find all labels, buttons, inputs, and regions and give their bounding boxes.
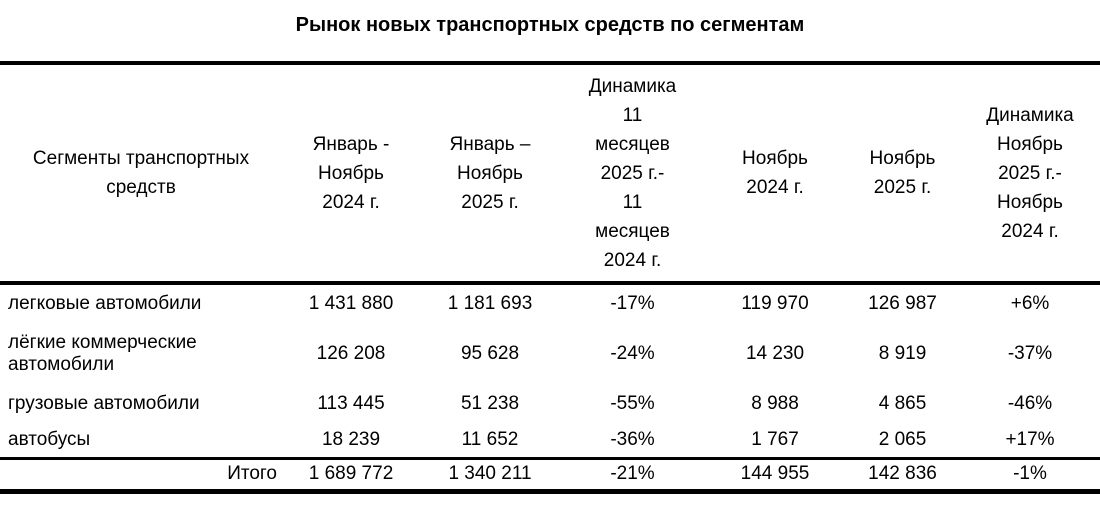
value-cell: 11 652 bbox=[461, 428, 519, 450]
col-header-segments: Сегменты транспортных средств bbox=[0, 63, 282, 285]
segment-name-cell: автобусы bbox=[8, 428, 91, 450]
value-cell: 113 445 bbox=[317, 393, 385, 414]
col-header-nov-2024: Ноябрь 2024 г. bbox=[705, 63, 845, 285]
value-cell: 1 181 693 bbox=[447, 293, 533, 314]
value-cell: 18 239 bbox=[321, 428, 381, 450]
value-cell: -46% bbox=[1007, 393, 1053, 414]
value-cell: 14 230 bbox=[745, 343, 805, 364]
value-cell: -24% bbox=[610, 343, 655, 364]
total-value-cell: 142 836 bbox=[845, 456, 960, 494]
value-cell: -37% bbox=[1007, 343, 1053, 364]
value-cell: 8 919 bbox=[878, 343, 927, 364]
header-row: Сегменты транспортных средств Январь - Н… bbox=[0, 63, 1100, 285]
segment-name-cell: грузовые автомобили bbox=[8, 393, 200, 414]
value-cell: 95 628 bbox=[460, 343, 520, 364]
value-cell: 4 865 bbox=[878, 393, 927, 414]
total-value-cell: 1 340 211 bbox=[420, 456, 560, 494]
value-cell: 8 988 bbox=[751, 393, 799, 414]
total-row: Итого 1 689 772 1 340 211 -21% 144 955 1… bbox=[0, 456, 1100, 494]
total-value-cell: 1 689 772 bbox=[282, 456, 420, 494]
col-header-jan-nov-2025: Январь – Ноябрь 2025 г. bbox=[420, 63, 560, 285]
table-row-buses: автобусы 18 239 11 652 -36% 1 767 2 065 … bbox=[0, 423, 1100, 458]
total-value-cell: -1% bbox=[960, 456, 1100, 494]
value-cell: 51 238 bbox=[460, 393, 520, 414]
col-header-dynamics-november: Динамика Ноябрь 2025 г.- Ноябрь 2024 г. bbox=[960, 63, 1100, 285]
value-cell: -36% bbox=[610, 428, 655, 450]
total-value-cell: -21% bbox=[560, 456, 705, 494]
page-title: Рынок новых транспортных средств по сегм… bbox=[295, 14, 805, 36]
table-row-trucks: грузовые автомобили 113 445 51 238 -55% … bbox=[0, 385, 1100, 423]
value-cell: 2 065 bbox=[878, 428, 927, 450]
total-value-cell: 144 955 bbox=[705, 456, 845, 494]
segment-name-cell: лёгкие коммерческие автомобили bbox=[8, 332, 197, 375]
value-cell: 1 431 880 bbox=[308, 293, 394, 314]
value-cell: +17% bbox=[1005, 428, 1055, 450]
value-cell: 119 970 bbox=[741, 293, 809, 314]
value-cell: 126 208 bbox=[316, 343, 386, 364]
col-header-jan-nov-2024: Январь - Ноябрь 2024 г. bbox=[282, 63, 420, 285]
value-cell: -17% bbox=[610, 293, 655, 314]
vehicle-segments-table: Сегменты транспортных средств Январь - Н… bbox=[0, 61, 1100, 494]
table-row-passenger-cars: легковые автомобили 1 431 880 1 181 693 … bbox=[0, 283, 1100, 323]
table-row-light-commercial: лёгкие коммерческие автомобили 126 208 9… bbox=[0, 323, 1100, 385]
value-cell: 126 987 bbox=[868, 293, 937, 314]
total-label-cell: Итого bbox=[0, 456, 282, 494]
value-cell: 1 767 bbox=[751, 428, 799, 450]
segment-name-cell: легковые автомобили bbox=[8, 293, 202, 314]
col-header-nov-2025: Ноябрь 2025 г. bbox=[845, 63, 960, 285]
value-cell: -55% bbox=[610, 393, 655, 414]
col-header-dynamics-11-months: Динамика 11 месяцев 2025 г.- 11 месяцев … bbox=[560, 63, 705, 285]
value-cell: +6% bbox=[1010, 293, 1050, 314]
